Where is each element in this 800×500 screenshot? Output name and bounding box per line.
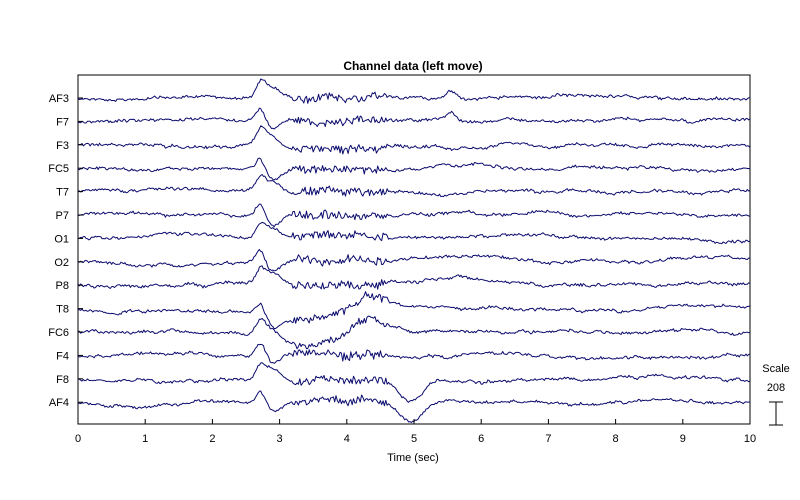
x-tick-label: 3 [277, 433, 283, 445]
channel-label: AF4 [49, 397, 69, 409]
traces-group [77, 78, 751, 423]
scale-indicator: Scale 208 [762, 363, 790, 426]
x-tick-label: 5 [411, 433, 417, 445]
channel-trace [77, 221, 751, 245]
scale-value: 208 [767, 382, 785, 394]
x-ticks: 0 1 2 3 4 5 6 7 8 9 10 [75, 419, 756, 445]
channel-trace [77, 157, 751, 181]
channel-label: T8 [56, 304, 69, 316]
channel-label: P8 [56, 280, 69, 292]
x-tick-label: 9 [680, 433, 686, 445]
channel-trace [77, 362, 751, 403]
channel-trace [77, 315, 751, 350]
channel-trace [77, 390, 751, 423]
channel-label: F3 [56, 140, 69, 152]
channel-trace [77, 249, 751, 272]
channel-trace [77, 343, 751, 364]
channel-label: FC6 [48, 327, 69, 339]
plot-area [77, 74, 751, 425]
x-tick-label: 6 [478, 433, 484, 445]
channel-trace [77, 78, 751, 104]
x-tick-label: 10 [744, 433, 756, 445]
x-tick-label: 7 [545, 433, 551, 445]
channel-trace [77, 174, 751, 198]
channel-trace [77, 265, 751, 290]
chart-title: Channel data (left move) [343, 59, 482, 73]
channel-label: FC5 [48, 163, 69, 175]
x-tick-label: 2 [209, 433, 215, 445]
channel-label: F8 [56, 374, 69, 386]
channel-trace [77, 291, 751, 330]
channel-label: P7 [56, 210, 69, 222]
channel-label: F4 [56, 350, 69, 362]
x-tick-label: 0 [75, 433, 81, 445]
channel-label: T7 [56, 187, 69, 199]
x-tick-label: 1 [142, 433, 148, 445]
channel-trace [77, 107, 751, 130]
x-axis-label: Time (sec) [387, 452, 439, 464]
channel-label: F7 [56, 116, 69, 128]
channel-label: O2 [54, 257, 69, 269]
channel-trace [77, 203, 751, 228]
scale-label: Scale [762, 363, 790, 375]
channel-label: O1 [54, 233, 69, 245]
x-tick-label: 8 [613, 433, 619, 445]
channel-trace [77, 125, 751, 155]
channel-label: AF3 [49, 93, 69, 105]
channel-labels: AF3 F7 F3 FC5 T7 P7 O1 O2 P8 T8 FC6 F4 F8 AF4 [48, 93, 83, 409]
x-tick-label: 4 [344, 433, 350, 445]
